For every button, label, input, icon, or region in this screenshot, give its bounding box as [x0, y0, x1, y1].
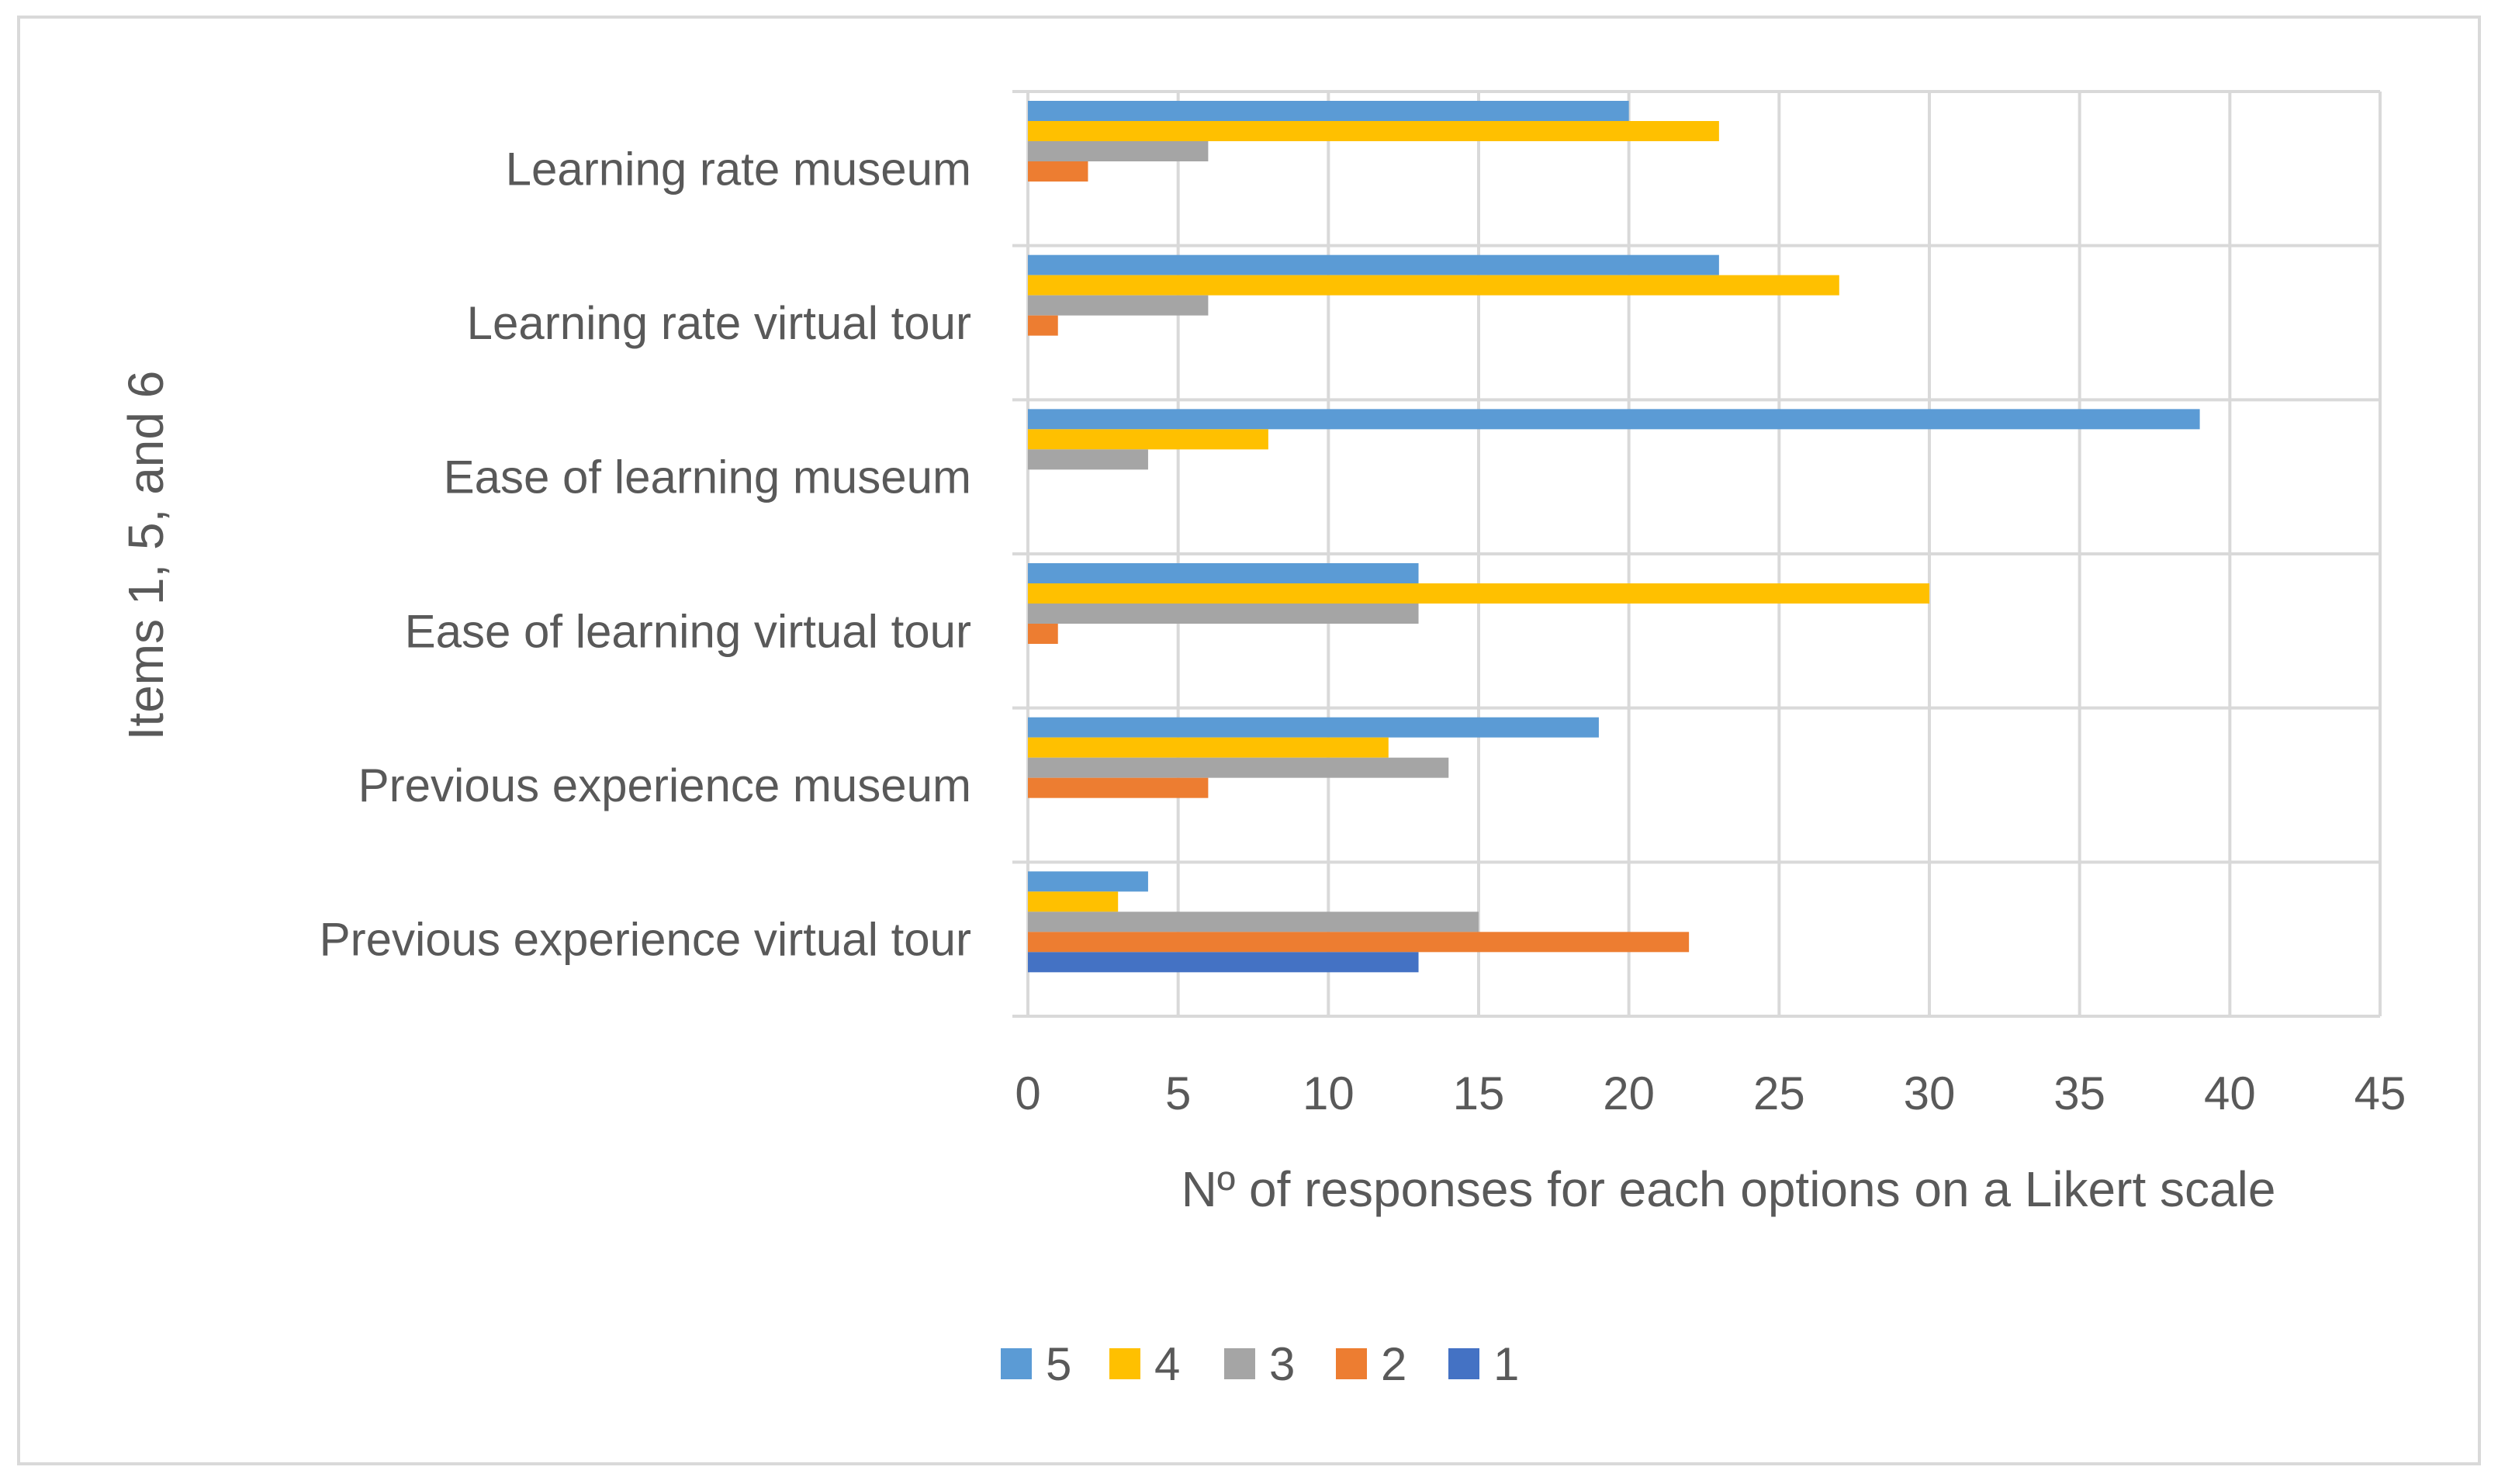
- legend-swatch-2[interactable]: [1336, 1348, 1367, 1379]
- category-label: Ease of learning virtual tour: [405, 605, 971, 657]
- legend-swatch-5[interactable]: [1001, 1348, 1032, 1379]
- x-tick-label: 20: [1603, 1067, 1655, 1119]
- bar-series-5-0[interactable]: [1028, 101, 1629, 121]
- bar-series-5-4[interactable]: [1028, 717, 1599, 738]
- y-axis-title: Items 1, 5, and 6: [118, 371, 174, 741]
- x-tick-label: 45: [2354, 1067, 2406, 1119]
- bar-series-3-5[interactable]: [1028, 912, 1479, 932]
- bar-series-3-1[interactable]: [1028, 295, 1209, 316]
- bars: [1028, 101, 2200, 973]
- legend-label-2[interactable]: 2: [1381, 1338, 1406, 1390]
- bar-series-4-5[interactable]: [1028, 891, 1119, 912]
- bar-series-5-1[interactable]: [1028, 254, 1719, 275]
- bar-series-1-5[interactable]: [1028, 952, 1419, 973]
- bar-series-3-0[interactable]: [1028, 141, 1209, 161]
- legend-label-3[interactable]: 3: [1269, 1338, 1295, 1390]
- legend-swatch-4[interactable]: [1109, 1348, 1140, 1379]
- bar-series-4-2[interactable]: [1028, 429, 1268, 450]
- x-tick-label: 5: [1165, 1067, 1191, 1119]
- legend-label-4[interactable]: 4: [1154, 1338, 1180, 1390]
- legend-label-5[interactable]: 5: [1046, 1338, 1071, 1390]
- x-tick-label: 35: [2053, 1067, 2105, 1119]
- legend[interactable]: 5 4 3 2 1: [1001, 1338, 1519, 1390]
- x-tick-label: 40: [2204, 1067, 2256, 1119]
- category-label: Previous experience virtual tour: [320, 914, 971, 966]
- x-tick-label: 0: [1015, 1067, 1040, 1119]
- bar-series-3-2[interactable]: [1028, 449, 1148, 470]
- category-label: Previous experience museum: [358, 759, 971, 811]
- bar-series-3-3[interactable]: [1028, 604, 1419, 624]
- x-tick-label: 25: [1753, 1067, 1805, 1119]
- bar-series-5-2[interactable]: [1028, 409, 2200, 430]
- gridlines: [1012, 90, 2382, 1018]
- x-tick-label: 15: [1453, 1067, 1505, 1119]
- bar-series-2-3[interactable]: [1028, 624, 1058, 644]
- bar-series-4-1[interactable]: [1028, 275, 1839, 296]
- bar-series-2-4[interactable]: [1028, 777, 1209, 798]
- bar-series-5-3[interactable]: [1028, 563, 1419, 583]
- category-label: Learning rate museum: [506, 143, 971, 195]
- category-labels: Learning rate museum Learning rate virtua…: [320, 143, 971, 965]
- category-label: Learning rate virtual tour: [467, 297, 971, 349]
- x-tick-label: 30: [1904, 1067, 1956, 1119]
- bar-series-2-5[interactable]: [1028, 932, 1690, 953]
- bar-series-2-0[interactable]: [1028, 161, 1088, 182]
- bar-series-4-0[interactable]: [1028, 121, 1719, 141]
- legend-label-1[interactable]: 1: [1493, 1338, 1519, 1390]
- x-axis-title: Nº of responses for each options on a Li…: [1182, 1161, 2276, 1217]
- bar-series-5-5[interactable]: [1028, 871, 1148, 892]
- category-label: Ease of learning museum: [444, 451, 971, 503]
- bar-series-4-3[interactable]: [1028, 583, 1929, 604]
- bar-series-4-4[interactable]: [1028, 737, 1389, 758]
- legend-swatch-1[interactable]: [1448, 1348, 1479, 1379]
- legend-swatch-3[interactable]: [1224, 1348, 1255, 1379]
- bar-series-3-4[interactable]: [1028, 757, 1449, 778]
- x-tick-label: 10: [1303, 1067, 1355, 1119]
- bar-series-2-1[interactable]: [1028, 315, 1058, 336]
- x-tick-labels: 0 5 10 15 20 25 30 35 40 45: [1015, 1067, 2406, 1119]
